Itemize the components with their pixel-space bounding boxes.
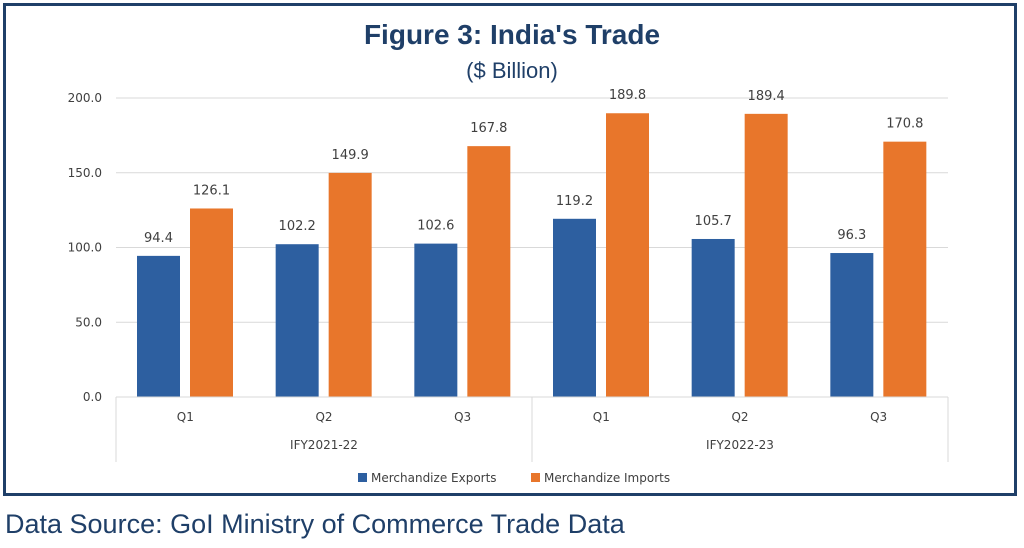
data-label: 94.4 xyxy=(144,231,173,246)
x-tick-label: Q1 xyxy=(593,410,610,424)
data-label: 102.2 xyxy=(279,219,316,234)
imports-bar xyxy=(883,141,927,397)
group-label: IFY2021-22 xyxy=(290,438,358,452)
imports-bar xyxy=(190,208,233,397)
data-label: 189.8 xyxy=(609,88,646,103)
legend-label: Merchandize Imports xyxy=(544,471,670,485)
legend-swatch xyxy=(531,473,540,482)
x-tick-label: Q3 xyxy=(870,410,887,424)
exports-bar xyxy=(414,243,458,397)
data-label: 170.8 xyxy=(886,117,923,132)
data-label: 96.3 xyxy=(837,228,866,243)
y-tick-label: 100.0 xyxy=(68,241,102,255)
imports-bar xyxy=(467,146,511,397)
exports-bar xyxy=(137,255,180,397)
exports-bar xyxy=(553,218,596,397)
legend-swatch xyxy=(358,473,367,482)
imports-bar xyxy=(328,172,372,397)
chart-subtitle: ($ Billion) xyxy=(466,58,558,83)
data-label: 126.1 xyxy=(193,183,230,198)
data-label: 119.2 xyxy=(556,194,593,209)
data-label: 149.9 xyxy=(332,148,369,163)
data-label: 189.4 xyxy=(748,89,785,104)
imports-bar xyxy=(744,113,788,398)
bar-chart: 94.4 102.2 102.6 119.2 105.7 96.3 126.1 149.9 16… xyxy=(68,88,949,485)
y-tick-label: 0.0 xyxy=(83,390,102,404)
exports-bar xyxy=(830,253,874,397)
exports-bar xyxy=(275,244,319,397)
x-tick-label: Q2 xyxy=(315,410,332,424)
group-label: IFY2022-23 xyxy=(706,438,774,452)
legend-label: Merchandize Exports xyxy=(371,471,497,485)
data-source-note: Data Source: GoI Ministry of Commerce Tr… xyxy=(5,509,625,539)
exports-bar xyxy=(691,238,735,397)
chart-title: Figure 3: India's Trade xyxy=(363,19,661,50)
x-tick-label: Q2 xyxy=(731,410,748,424)
data-label: 105.7 xyxy=(695,214,732,229)
data-label: 102.6 xyxy=(417,219,454,234)
imports-bar xyxy=(606,113,649,398)
y-tick-label: 200.0 xyxy=(68,91,102,105)
y-tick-label: 150.0 xyxy=(68,166,102,180)
y-tick-label: 50.0 xyxy=(75,315,102,329)
x-tick-label: Q3 xyxy=(454,410,471,424)
x-tick-label: Q1 xyxy=(177,410,194,424)
data-label: 167.8 xyxy=(470,121,507,136)
